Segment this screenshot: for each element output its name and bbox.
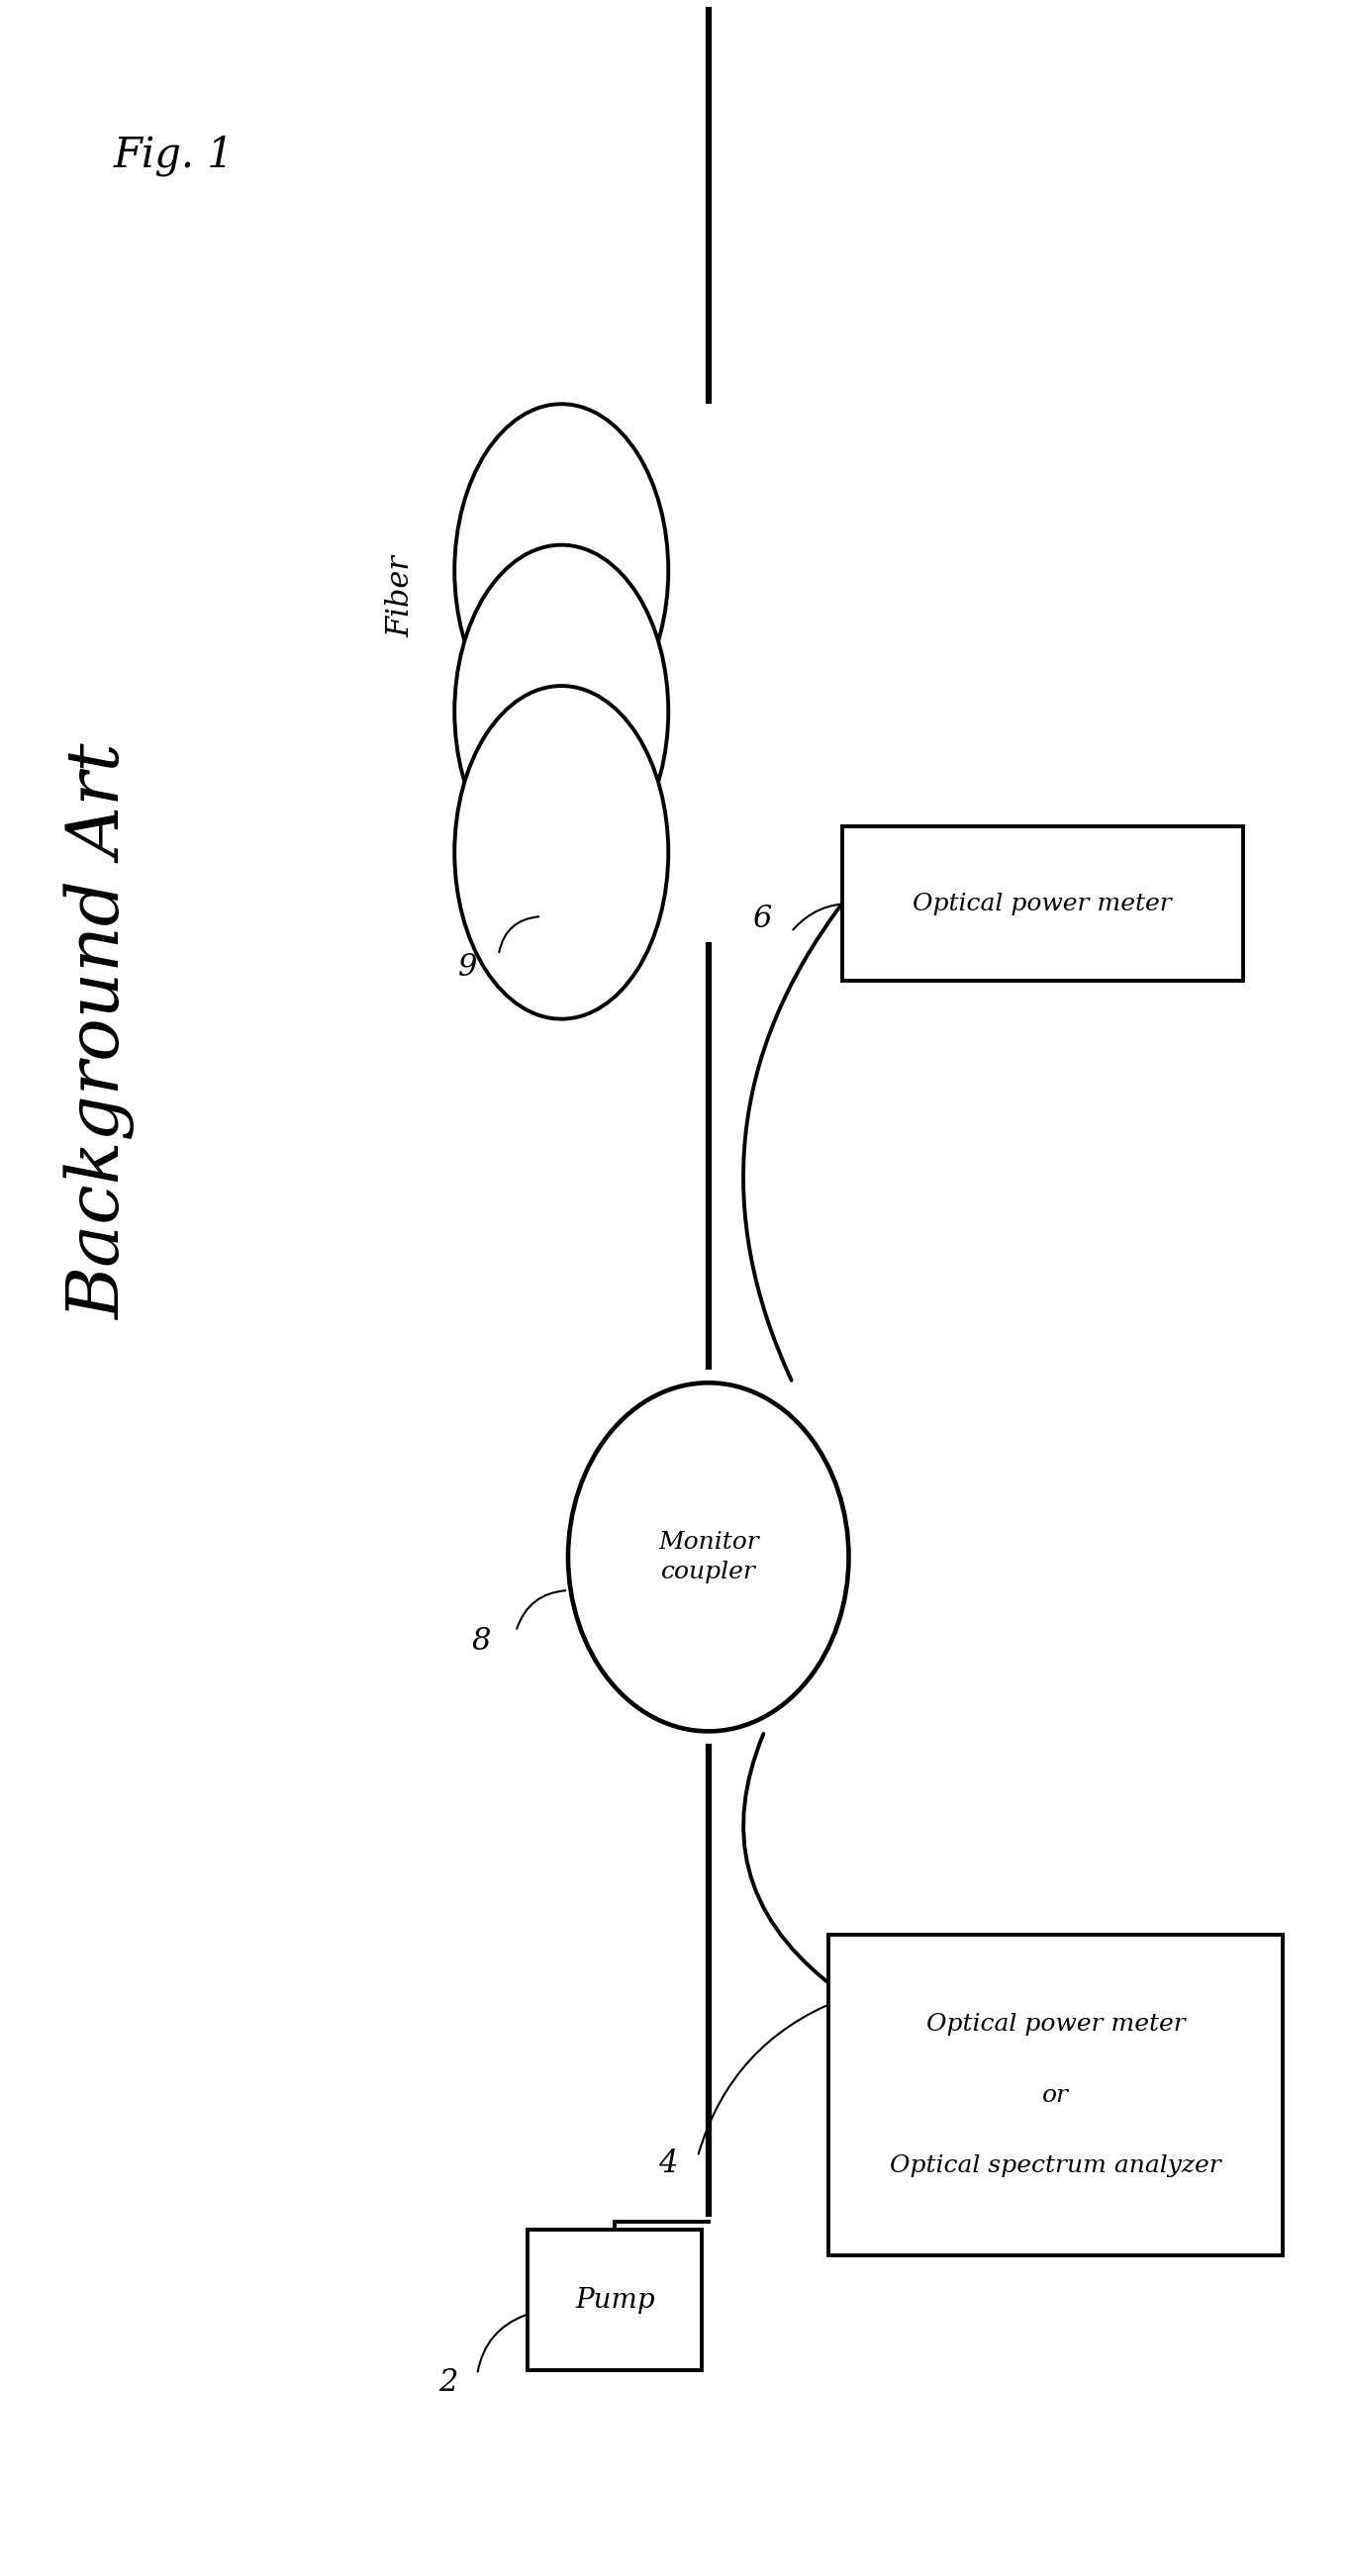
Text: Background Art: Background Art [65,744,136,1319]
Text: Fig. 1: Fig. 1 [113,134,235,178]
Text: Optical power meter: Optical power meter [926,2014,1185,2035]
Text: 4: 4 [659,2148,678,2179]
Text: 2: 2 [439,2367,458,2398]
Text: 8: 8 [471,1625,491,1656]
Ellipse shape [455,685,668,1020]
Ellipse shape [455,404,668,737]
Text: 9: 9 [458,953,478,984]
Text: or: or [1042,2084,1069,2107]
Text: Monitor
coupler: Monitor coupler [657,1530,759,1584]
Bar [842,827,1243,981]
Ellipse shape [568,1383,849,1731]
Bar [829,1935,1282,2254]
Text: Optical spectrum analyzer: Optical spectrum analyzer [890,2154,1222,2177]
Text: Pump: Pump [575,2287,655,2313]
Ellipse shape [455,546,668,878]
Text: Fiber: Fiber [386,554,416,636]
Text: Optical power meter: Optical power meter [913,891,1172,914]
Bar [528,2231,702,2370]
Text: 6: 6 [752,904,771,935]
